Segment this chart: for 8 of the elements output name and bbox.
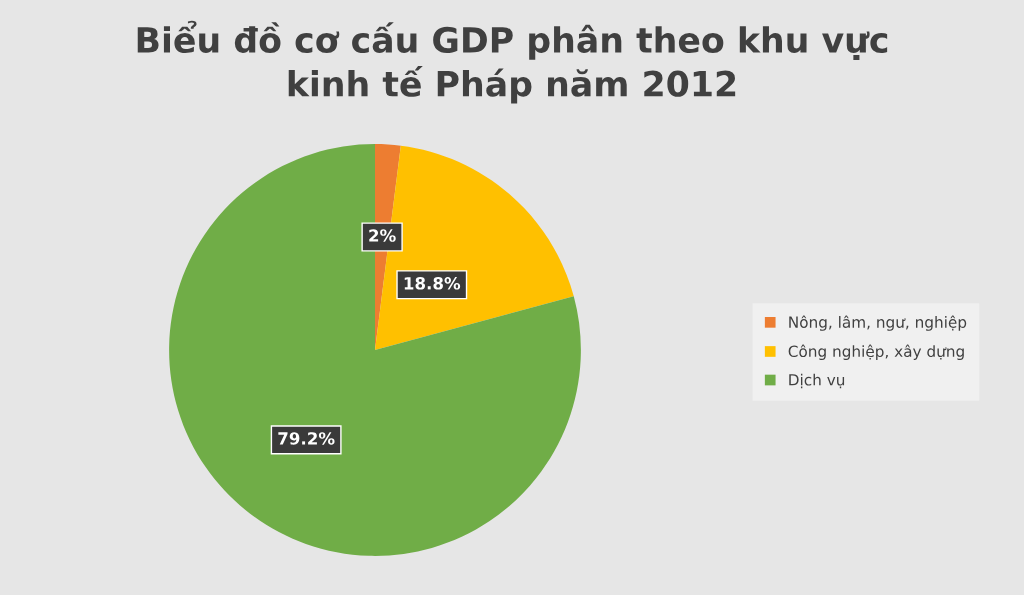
legend-label: Công nghiệp, xây dựng — [788, 344, 964, 360]
chart-title: Biểu đồ cơ cấu GDP phân theo khu vực kinh tế Pháp năm 2012 — [137, 20, 888, 104]
data-label: 18.8% — [404, 277, 461, 290]
data-label: 2% — [369, 229, 396, 242]
legend-label: Nông, lâm, ngư, nghiệp — [789, 315, 967, 331]
data-label: 79.2% — [278, 432, 335, 445]
pie-slice — [169, 144, 581, 556]
legend-label: Dịch vụ — [789, 373, 845, 389]
